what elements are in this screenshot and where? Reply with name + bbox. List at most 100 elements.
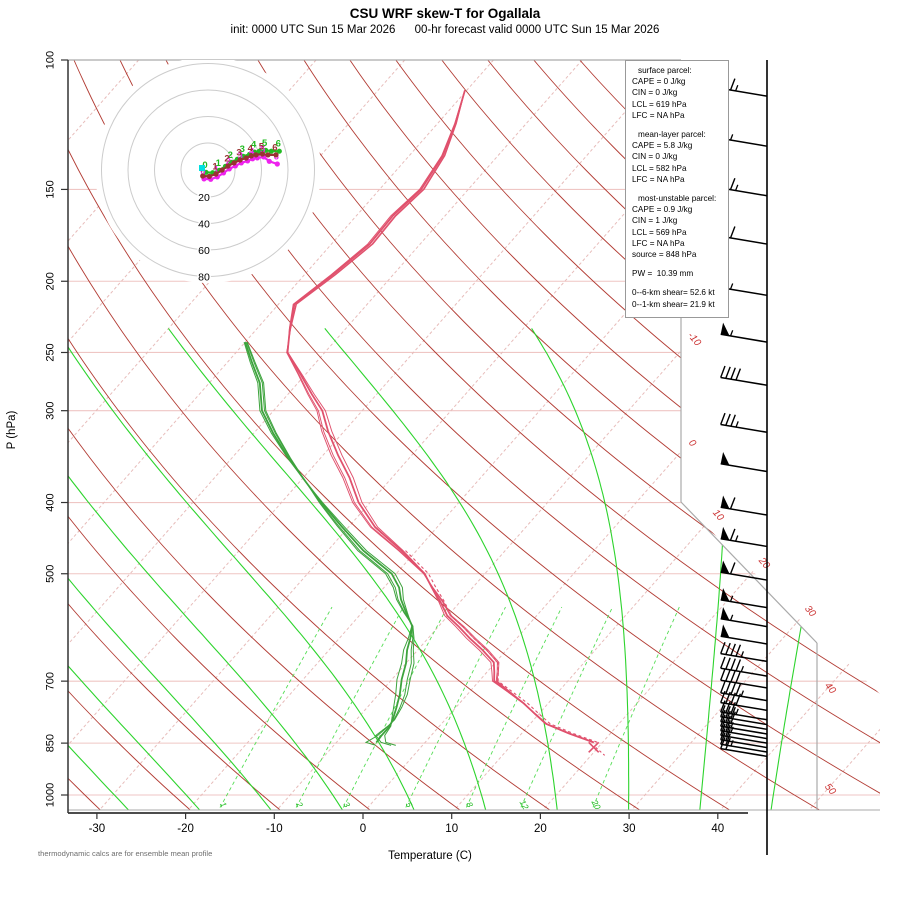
wind-barb <box>720 736 768 758</box>
temperature-tick-label: -20 <box>177 823 194 835</box>
isotherm-line <box>99 60 760 810</box>
wind-barb <box>720 365 768 386</box>
isotherm-line <box>720 60 880 810</box>
temperature-tick-label: 40 <box>711 823 724 835</box>
hodograph-dot <box>273 152 279 158</box>
pressure-tick-label: 500 <box>45 565 57 583</box>
mixing-ratio-line <box>339 606 448 810</box>
dry-adiabat-line <box>485 60 880 810</box>
hodograph-dot <box>213 171 219 177</box>
info-line: CIN = 1 J/kg <box>632 216 678 226</box>
wind-barb <box>720 641 768 663</box>
info-line: CAPE = 0 J/kg <box>632 77 686 87</box>
wind-barb <box>720 705 768 726</box>
pressure-tick-label: 250 <box>45 343 57 361</box>
dry-adiabat-line <box>68 60 371 810</box>
hodograph-km-label: 1 <box>212 161 218 172</box>
hodograph-km-label: 1 <box>214 164 220 175</box>
isotherm-edge-label: 20 <box>755 555 772 572</box>
hodograph-ring-label: 80 <box>198 272 210 284</box>
hodograph-km-label: 2 <box>228 150 233 161</box>
mixing-ratio-line <box>292 606 404 810</box>
wind-barb <box>720 656 768 677</box>
hodograph-dot <box>237 157 243 163</box>
hodograph-km-label: 2 <box>226 156 231 167</box>
hodograph-ring-label: 40 <box>198 219 210 231</box>
hodograph-dot <box>259 151 265 157</box>
mixing-ratio-label: 5 <box>404 800 415 809</box>
wind-barb <box>720 690 768 712</box>
footnote: thermodynamic calcs are for ensemble mea… <box>38 849 213 858</box>
temperature-trace <box>287 90 594 743</box>
wind-barb <box>720 452 768 473</box>
dry-adiabat-line <box>68 60 461 810</box>
dry-adiabat-line <box>68 60 640 810</box>
dry-adiabat-line <box>256 60 880 810</box>
moist-adiabat-line <box>68 328 204 810</box>
pressure-tick-label: 1000 <box>45 783 57 807</box>
hodograph-dot <box>268 148 274 154</box>
hodograph-dot <box>231 160 237 166</box>
info-line: CAPE = 5.8 J/kg <box>632 141 693 151</box>
dewpoint-trace <box>246 341 415 746</box>
info-line: LFC = NA hPa <box>632 174 685 184</box>
temperature-tick-label: -10 <box>266 823 283 835</box>
mixing-ratio-label: 12 <box>518 798 531 811</box>
isotherm-line <box>68 60 583 810</box>
isotherm-line <box>68 60 406 810</box>
hodograph-dot <box>263 147 269 153</box>
isotherm-line <box>276 60 880 810</box>
temperature-tick-label: 30 <box>623 823 636 835</box>
hodograph-dot <box>243 155 249 161</box>
moist-adiabat-line <box>68 328 133 810</box>
info-line: source = 848 hPa <box>632 250 697 260</box>
hodograph-dot <box>206 173 212 179</box>
moist-adiabat-line <box>531 328 630 810</box>
wind-barb <box>720 668 768 689</box>
hodograph-dot <box>265 152 271 158</box>
mixing-ratio-label: 20 <box>589 797 603 811</box>
hodograph-km-label: 4 <box>251 140 257 151</box>
dry-adiabat-line <box>68 60 730 810</box>
temperature-trace <box>286 90 595 744</box>
isotherm-line <box>808 60 880 810</box>
hodograph-ring <box>101 63 315 277</box>
surface-x-marker <box>588 741 600 753</box>
isotherm-line <box>631 60 880 810</box>
info-section-title: mean-layer parcel: <box>638 130 706 140</box>
mixing-ratio-line <box>216 606 333 810</box>
wind-barb <box>720 495 768 516</box>
info-line: LFC = NA hPa <box>632 238 685 248</box>
hodograph-ring-label: 60 <box>198 245 210 257</box>
hodograph-dot <box>276 148 282 154</box>
wind-barb <box>720 709 768 731</box>
info-line: LCL = 582 hPa <box>632 163 687 173</box>
hodograph-km-label: 2 <box>224 154 229 165</box>
wind-barb <box>720 412 768 434</box>
info-section-title: most-unstable parcel: <box>638 194 717 204</box>
hodograph-ring <box>127 89 289 251</box>
hodograph-km-label: 5 <box>260 144 266 155</box>
wind-barb <box>720 526 768 548</box>
temperature-tick-label: 20 <box>534 823 547 835</box>
dewpoint-trace <box>244 341 414 743</box>
mixing-ratio-label: 8 <box>464 800 475 809</box>
pressure-tick-label: 100 <box>45 51 57 69</box>
hodograph-dot <box>274 161 280 167</box>
hodograph-km-label: 1 <box>216 158 222 169</box>
pressure-tick-label: 400 <box>45 493 57 511</box>
mixing-ratio-label: 1 <box>218 800 229 809</box>
info-line: LCL = 619 hPa <box>632 99 687 109</box>
page-subtitle: init: 0000 UTC Sun 15 Mar 2026 00-hr for… <box>230 24 660 36</box>
temperature-trace <box>286 90 594 743</box>
moist-adiabat-line <box>324 328 559 810</box>
hodograph-km-label: 5 <box>259 142 265 153</box>
wind-barb <box>720 322 768 343</box>
wind-barb <box>720 624 768 645</box>
info-section-title: surface parcel: <box>638 66 692 75</box>
wind-barb <box>720 681 768 702</box>
info-pw: PW = 10.39 mm <box>632 269 694 279</box>
info-shear: 0--1-km shear= 21.9 kt <box>632 299 715 309</box>
